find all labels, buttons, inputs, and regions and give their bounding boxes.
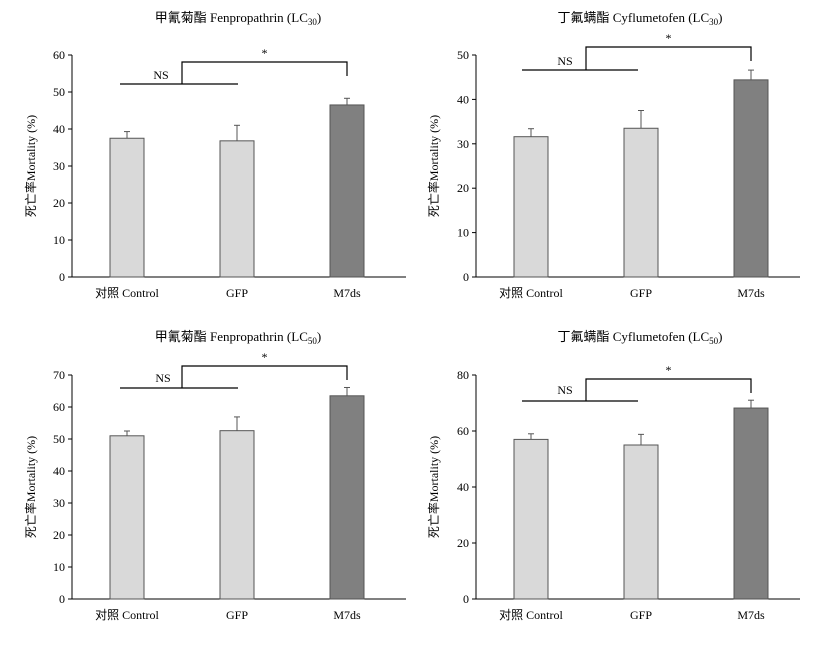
- ns-label: NS: [153, 68, 168, 82]
- significance-star: *: [666, 31, 672, 45]
- y-tick-label: 10: [53, 560, 65, 574]
- significance-star: *: [666, 363, 672, 377]
- y-axis-label: 死亡率Mortality (%): [23, 436, 38, 538]
- y-tick-label: 50: [53, 85, 65, 99]
- y-tick-label: 50: [53, 432, 65, 446]
- y-tick-label: 20: [457, 536, 469, 550]
- bar-1: [109, 137, 145, 278]
- bar-2: [219, 140, 255, 278]
- chart-title: 甲氰菊酯 Fenpropathrin (LC30): [155, 10, 321, 27]
- y-tick-label: 0: [463, 270, 469, 284]
- x-category-label: M7ds: [333, 286, 361, 300]
- x-category-label: 对照 Control: [499, 286, 563, 300]
- y-tick-label: 10: [457, 226, 469, 240]
- x-category-label: GFP: [226, 286, 248, 300]
- chart-panel-3: 甲氰菊酯 Fenpropathrin (LC50) 死亡率Mortality (%…: [23, 329, 406, 622]
- y-tick-label: 0: [59, 270, 65, 284]
- bar-1: [109, 435, 145, 600]
- x-category-label: 对照 Control: [95, 608, 159, 622]
- y-tick-label: 40: [53, 464, 65, 478]
- bar-3: [329, 104, 365, 278]
- y-tick-label: 0: [59, 592, 65, 606]
- ns-label: NS: [155, 371, 170, 385]
- y-tick-label: 60: [53, 400, 65, 414]
- ns-label: NS: [557, 383, 572, 397]
- bar-3: [733, 407, 769, 600]
- chart-title: 甲氰菊酯 Fenpropathrin (LC50): [155, 329, 321, 346]
- significance-star: *: [262, 350, 268, 364]
- bar-2: [623, 127, 659, 278]
- y-tick-label: 30: [53, 159, 65, 173]
- y-axis-label: 死亡率Mortality (%): [23, 115, 38, 217]
- y-tick-label: 0: [463, 592, 469, 606]
- x-category-label: 对照 Control: [95, 286, 159, 300]
- x-category-label: GFP: [226, 608, 248, 622]
- y-axis-label: 死亡率Mortality (%): [426, 115, 441, 217]
- bar-3: [733, 79, 769, 278]
- ns-label: NS: [557, 54, 572, 68]
- chart-title: 丁氟螨酯 Cyflumetofen (LC30): [558, 10, 723, 27]
- y-tick-label: 40: [53, 122, 65, 136]
- x-category-label: GFP: [630, 608, 652, 622]
- y-tick-label: 40: [457, 480, 469, 494]
- y-tick-label: 10: [53, 233, 65, 247]
- significance-bracket: [585, 46, 752, 70]
- x-category-label: 对照 Control: [499, 608, 563, 622]
- significance-bracket: [181, 61, 348, 84]
- y-tick-label: 80: [457, 368, 469, 382]
- x-category-label: M7ds: [737, 286, 765, 300]
- y-tick-label: 30: [53, 496, 65, 510]
- significance-star: *: [262, 46, 268, 60]
- y-tick-label: 20: [457, 181, 469, 195]
- y-axis-label: 死亡率Mortality (%): [426, 436, 441, 538]
- y-tick-label: 50: [457, 48, 469, 62]
- x-category-label: M7ds: [333, 608, 361, 622]
- x-category-label: GFP: [630, 286, 652, 300]
- y-tick-label: 70: [53, 368, 65, 382]
- y-tick-label: 30: [457, 137, 469, 151]
- bar-1: [513, 136, 549, 278]
- significance-bracket: [181, 365, 348, 388]
- significance-bracket: [585, 378, 752, 401]
- chart-panel-2: 丁氟螨酯 Cyflumetofen (LC30) 死亡率Mortality (%)…: [426, 10, 800, 300]
- chart-title: 丁氟螨酯 Cyflumetofen (LC50): [558, 329, 723, 346]
- bar-3: [329, 395, 365, 600]
- y-tick-label: 60: [457, 424, 469, 438]
- bar-2: [623, 444, 659, 600]
- y-tick-label: 20: [53, 528, 65, 542]
- bar-1: [513, 438, 549, 600]
- y-tick-label: 40: [457, 92, 469, 106]
- y-tick-label: 60: [53, 48, 65, 62]
- chart-panel-4: 丁氟螨酯 Cyflumetofen (LC50) 死亡率Mortality (%)…: [426, 329, 800, 622]
- y-tick-label: 20: [53, 196, 65, 210]
- x-category-label: M7ds: [737, 608, 765, 622]
- chart-panel-1: 甲氰菊酯 Fenpropathrin (LC30) 死亡率Mortality (%…: [23, 10, 406, 300]
- bar-2: [219, 430, 255, 600]
